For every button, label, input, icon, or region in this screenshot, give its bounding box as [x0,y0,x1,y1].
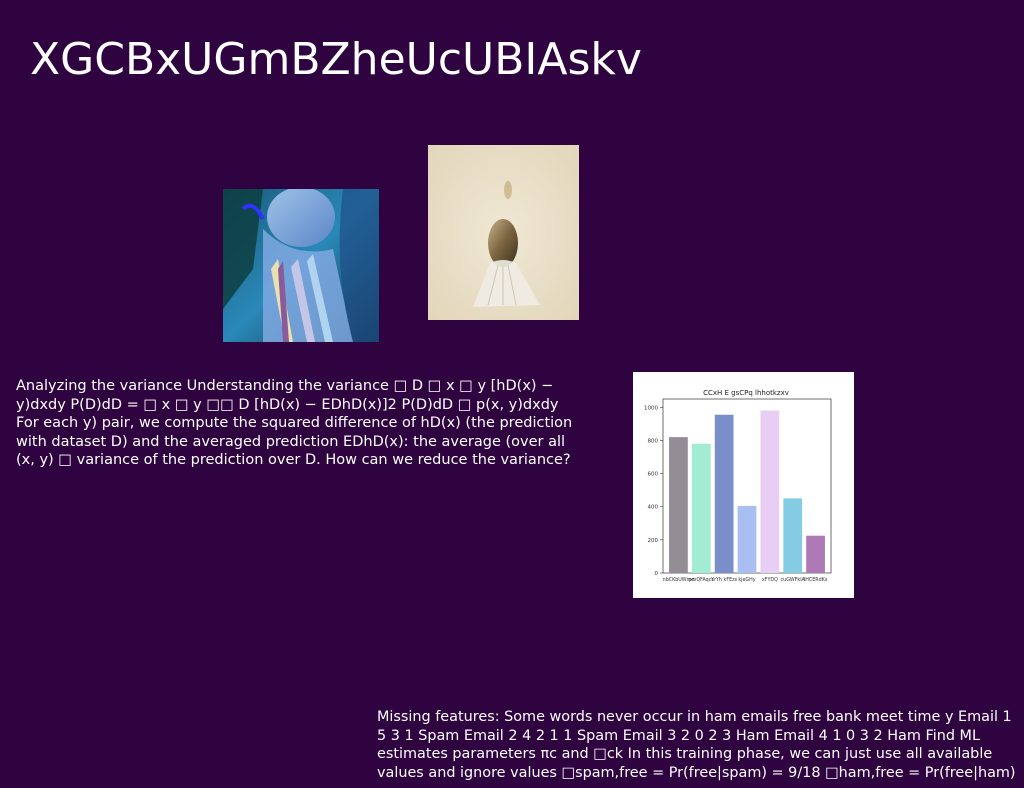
x-tick-label: pmQFAqcs [689,577,715,583]
bar [714,414,734,573]
variance-text: Analyzing the variance Understanding the… [16,378,573,468]
x-tick-label: YrYh kFEzs [710,577,737,583]
portrait-photo [223,189,379,342]
bar-chart: CCxH E gsCPq lhhotkzxv 0 200 400 600 800 1000… [633,372,854,598]
slide-title: XGCBxUGmBZheUcUBIAskv [30,34,642,85]
y-tick-label: 400 [648,505,659,511]
x-tick-label: cuGWFkIA [781,577,806,583]
y-tick-label: 0 [655,571,659,577]
y-tick-label: 600 [648,472,659,478]
y-tick-label: 800 [648,438,659,444]
x-tick-label: nbCKbUWmo [663,577,695,583]
bar [737,505,757,573]
bar [806,535,825,573]
naive-bayes-text: Missing features: Some words never occur… [377,709,1016,781]
y-tick-label: 1000 [644,405,658,411]
y-tick-label: 200 [648,538,659,544]
bar [691,443,711,573]
egg-sculpture-photo [428,145,579,320]
chart-title: CCxH E gsCPq lhhotkzxv [703,389,789,397]
bar [669,437,688,573]
x-tick-label: xFYDQ [762,577,778,583]
bar [760,410,780,573]
x-tick-label: IHCERdKs [804,577,828,583]
bar-chart-svg: CCxH E gsCPq lhhotkzxv 0 200 400 600 800 1000… [644,389,832,583]
x-tick-label: kjeGHy [738,577,755,583]
bar [783,498,803,573]
